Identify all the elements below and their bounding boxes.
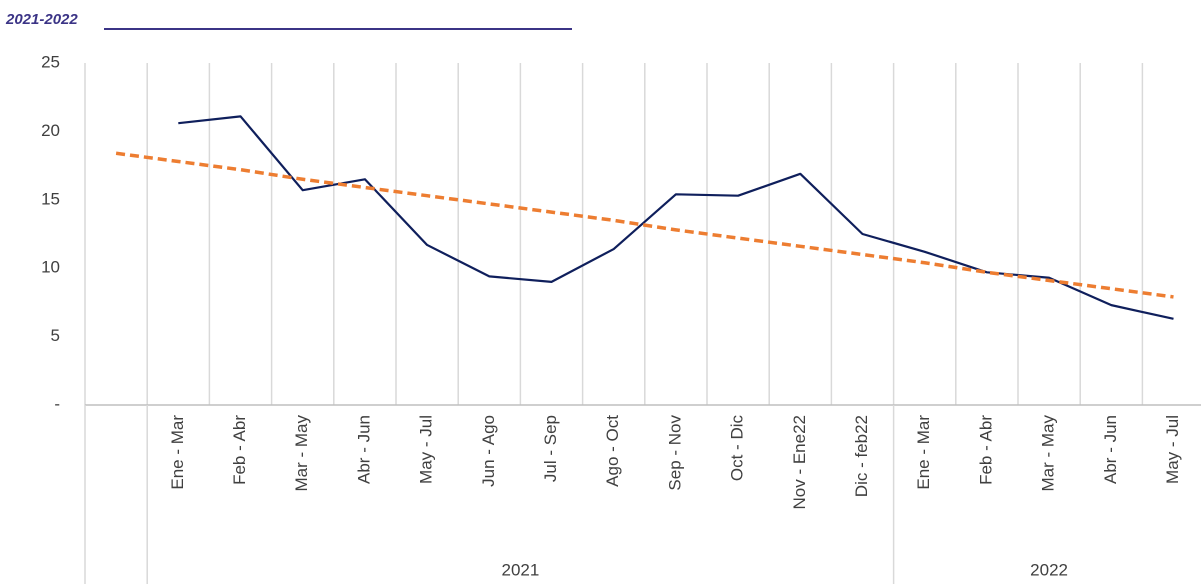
y-tick-label: 15 <box>41 189 60 208</box>
group-label: 2022 <box>1030 560 1068 579</box>
x-tick-label: May - Jul <box>1163 415 1182 484</box>
x-tick-label: Sep - Nov <box>665 415 684 491</box>
x-tick-label: Oct - Dic <box>728 415 747 482</box>
y-tick-label: - <box>54 394 60 413</box>
y-tick-label: 25 <box>41 52 60 71</box>
y-tick-label: 20 <box>41 121 60 140</box>
y-tick-label: 10 <box>41 258 60 277</box>
x-tick-label: Ago - Oct <box>603 415 622 487</box>
x-tick-label: Nov - Ene22 <box>790 415 809 510</box>
x-tick-label: Abr - Jun <box>1101 415 1120 484</box>
x-tick-label: Abr - Jun <box>354 415 373 484</box>
group-label: 2021 <box>501 560 539 579</box>
trend-line <box>115 151 1174 299</box>
x-tick-label: Mar - May <box>1039 415 1058 492</box>
chart-title: 2021-2022 <box>5 11 78 28</box>
x-tick-label: Ene - Mar <box>168 415 187 490</box>
x-tick-label: Feb - Abr <box>976 415 995 485</box>
x-tick-label: Jul - Sep <box>541 415 560 482</box>
x-tick-label: Mar - May <box>292 415 311 492</box>
x-tick-label: Dic - feb22 <box>852 415 871 497</box>
x-tick-label: Ene - Mar <box>914 415 933 490</box>
data-line <box>178 115 1174 320</box>
x-tick-label: Feb - Abr <box>230 415 249 485</box>
y-tick-label: 5 <box>51 326 60 345</box>
x-tick-label: Jun - Ago <box>479 415 498 487</box>
x-tick-label: May - Jul <box>417 415 436 484</box>
